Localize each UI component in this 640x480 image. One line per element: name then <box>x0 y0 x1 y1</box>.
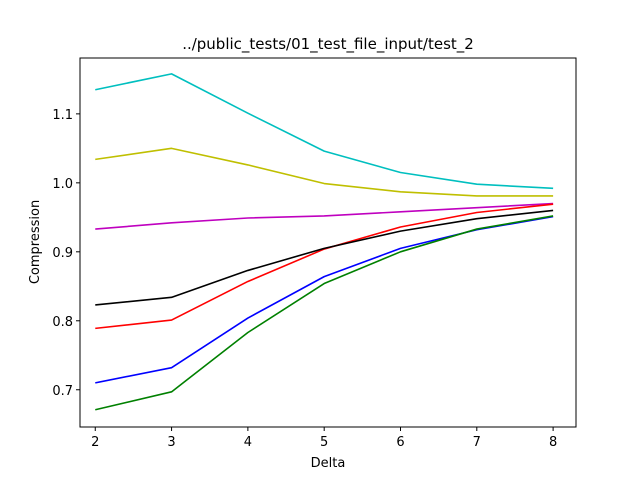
x-tick-label: 2 <box>91 435 99 450</box>
y-tick-label: 0.8 <box>52 315 73 330</box>
y-axis-ticks: 0.7 0.8 0.9 1.0 1.1 <box>52 108 80 399</box>
x-tick-label: 7 <box>473 435 481 450</box>
x-tick-label: 8 <box>549 435 557 450</box>
series-line-1 <box>95 73 554 190</box>
axes-frame <box>79 57 577 428</box>
series-line-2 <box>95 147 554 197</box>
x-axis-label: Delta <box>311 456 346 471</box>
x-tick-label: 4 <box>244 435 252 450</box>
x-tick-label: 6 <box>396 435 404 450</box>
plot-area <box>95 73 554 411</box>
series-line-3 <box>95 202 554 230</box>
y-tick-label: 0.7 <box>52 384 73 399</box>
x-tick-label: 3 <box>167 435 175 450</box>
y-tick-label: 1.1 <box>52 108 73 123</box>
series-line-7 <box>95 215 554 411</box>
y-tick-label: 0.9 <box>52 246 73 261</box>
x-tick-label: 5 <box>320 435 328 450</box>
x-axis-ticks: 2 3 4 5 6 7 8 <box>91 427 557 450</box>
chart-title: ../public_tests/01_test_file_input/test_… <box>182 35 474 54</box>
y-tick-label: 1.0 <box>52 177 73 192</box>
series-line-5 <box>95 209 554 306</box>
y-axis-label: Compression <box>28 200 43 284</box>
